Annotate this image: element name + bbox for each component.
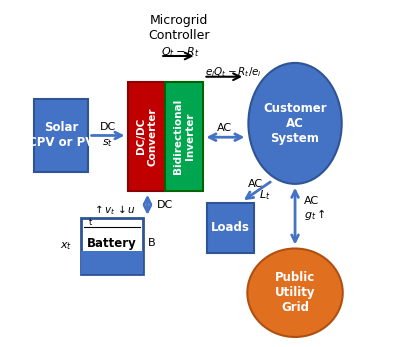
- Text: $L_t$: $L_t$: [260, 188, 271, 202]
- FancyBboxPatch shape: [81, 218, 143, 274]
- Text: $e_iQ_t-R_t/e_i$: $e_iQ_t-R_t/e_i$: [205, 66, 262, 79]
- Text: Loads: Loads: [211, 221, 250, 235]
- Text: Bidirectional
Inverter: Bidirectional Inverter: [173, 99, 195, 174]
- Text: $Q_t-R_t$: $Q_t-R_t$: [161, 45, 200, 59]
- FancyBboxPatch shape: [34, 99, 88, 172]
- Text: B: B: [148, 238, 156, 248]
- Text: Battery: Battery: [87, 237, 137, 250]
- FancyBboxPatch shape: [81, 251, 143, 274]
- Text: AC: AC: [248, 179, 264, 189]
- Text: $\downarrow u$: $\downarrow u$: [115, 204, 136, 215]
- Text: DC: DC: [100, 122, 116, 132]
- Text: Solar
CPV or PV: Solar CPV or PV: [28, 121, 94, 150]
- Ellipse shape: [247, 248, 343, 337]
- Ellipse shape: [248, 63, 342, 184]
- Text: Public
Utility
Grid: Public Utility Grid: [275, 271, 315, 314]
- FancyBboxPatch shape: [166, 82, 203, 191]
- Text: $\uparrow v_t$: $\uparrow v_t$: [92, 203, 116, 217]
- Text: t: t: [88, 218, 92, 227]
- Text: DC: DC: [157, 200, 173, 210]
- Text: $s_t$: $s_t$: [102, 137, 113, 149]
- Text: AC: AC: [217, 123, 232, 133]
- Text: $g_t\uparrow$: $g_t\uparrow$: [304, 207, 325, 222]
- Text: Customer
AC
System: Customer AC System: [263, 102, 327, 145]
- Text: DC/DC
Converter: DC/DC Converter: [136, 107, 158, 166]
- Text: AC: AC: [304, 196, 319, 206]
- Text: $x_t$: $x_t$: [60, 240, 72, 252]
- FancyBboxPatch shape: [128, 82, 166, 191]
- Text: Microgrid
Controller: Microgrid Controller: [148, 14, 210, 42]
- FancyBboxPatch shape: [207, 203, 254, 253]
